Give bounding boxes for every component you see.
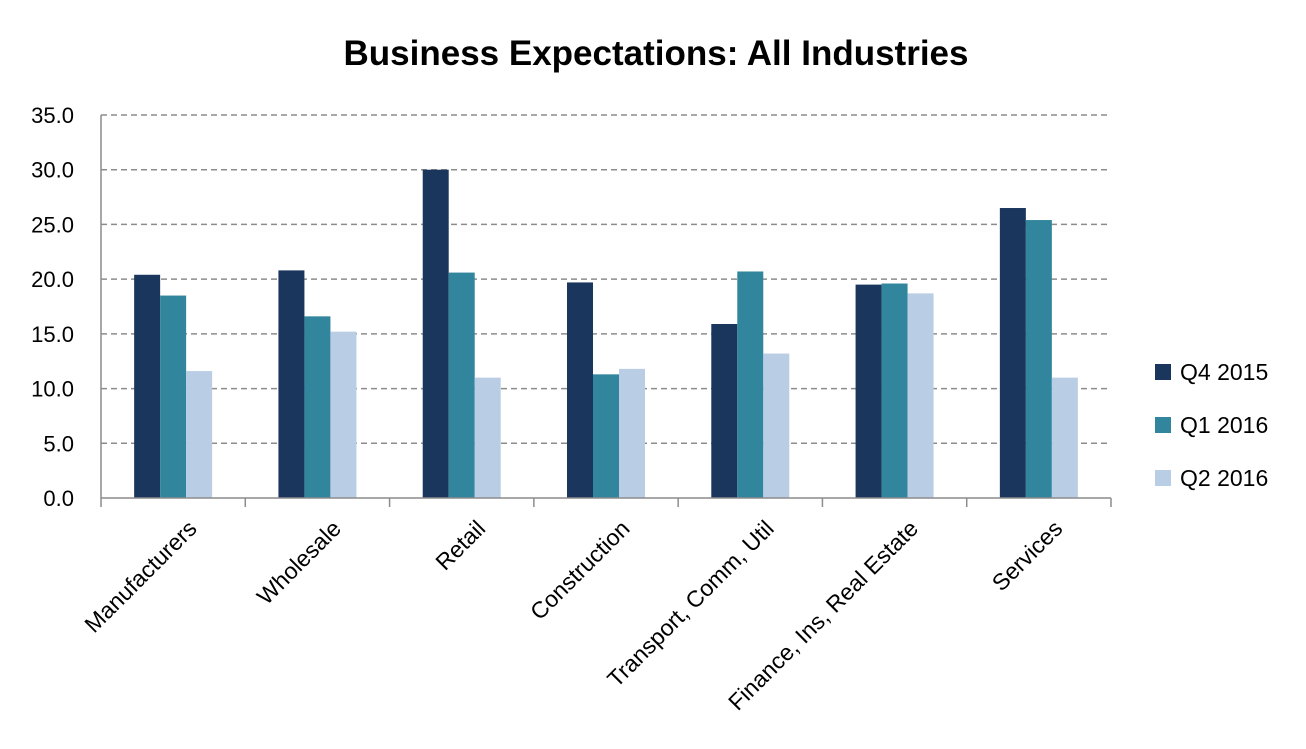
y-tick-label: 30.0 <box>31 158 74 183</box>
x-category-label: Transport, Comm, Util <box>602 515 779 692</box>
y-tick-label: 0.0 <box>43 486 74 511</box>
y-tick-label: 10.0 <box>31 377 74 402</box>
bar <box>474 377 501 498</box>
bar <box>134 274 161 498</box>
bar <box>711 324 738 498</box>
bar <box>881 283 908 498</box>
y-tick-label: 15.0 <box>31 322 74 347</box>
bar <box>422 169 449 498</box>
legend-swatch <box>1155 417 1171 433</box>
legend-swatch <box>1155 364 1171 380</box>
chart-title: Business Expectations: All Industries <box>344 34 969 73</box>
bar <box>1051 377 1078 498</box>
bar <box>448 272 475 498</box>
y-tick-label: 20.0 <box>31 267 74 292</box>
bar <box>763 353 790 498</box>
legend-label: Q1 2016 <box>1180 412 1268 438</box>
bar <box>619 368 645 498</box>
bar <box>737 271 764 498</box>
bar <box>855 284 882 498</box>
bar <box>567 282 593 498</box>
legend-swatch <box>1155 470 1171 486</box>
bar <box>304 316 331 498</box>
legend-label: Q2 2016 <box>1180 465 1268 491</box>
y-tick-label: 5.0 <box>43 431 74 456</box>
bar <box>186 371 213 498</box>
x-category-label: Manufacturers <box>79 515 201 637</box>
y-tick-label: 35.0 <box>31 103 74 128</box>
legend: Q4 2015 Q1 2016 Q2 2016 <box>1155 359 1268 491</box>
bar <box>278 270 305 498</box>
bar <box>1025 220 1052 498</box>
bar <box>593 374 619 498</box>
bar <box>907 293 934 498</box>
x-axis <box>100 115 1112 507</box>
bar <box>999 208 1026 498</box>
bars <box>134 169 1078 498</box>
x-axis-category-labels: Manufacturers Wholesale Retail Construction… <box>79 515 1067 715</box>
bar <box>330 331 357 498</box>
x-category-label: Retail <box>430 515 490 575</box>
x-category-label: Construction <box>525 515 635 625</box>
legend-label: Q4 2015 <box>1180 359 1268 385</box>
y-axis-tick-labels: 0.0 5.0 10.0 15.0 20.0 25.0 30.0 35.0 <box>31 103 74 511</box>
y-tick-label: 25.0 <box>31 212 74 237</box>
x-category-label: Services <box>987 515 1068 596</box>
bar <box>160 295 187 498</box>
x-category-label: Wholesale <box>252 515 346 609</box>
